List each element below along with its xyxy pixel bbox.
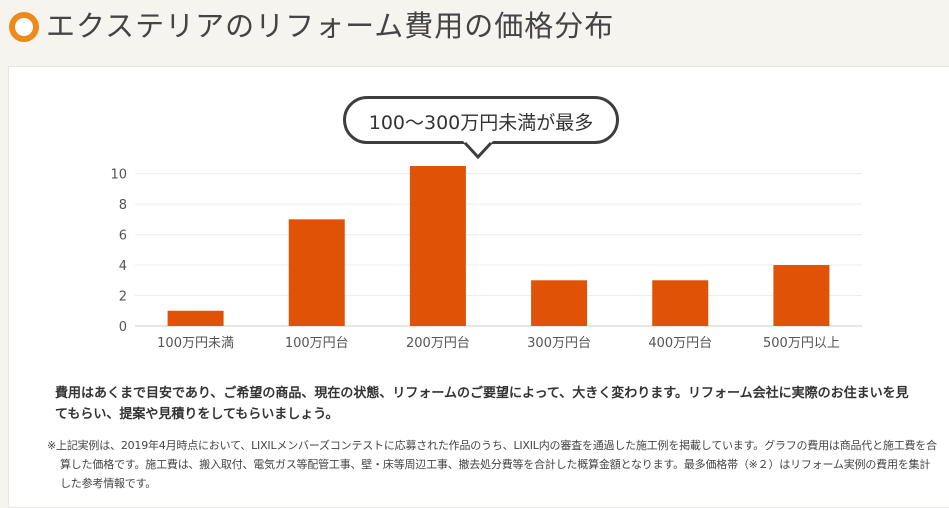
bar bbox=[288, 219, 345, 326]
page-header: エクステリアのリフォーム費用の価格分布 bbox=[0, 0, 949, 60]
callout-tail bbox=[463, 141, 493, 159]
y-tick-label: 10 bbox=[110, 168, 127, 183]
y-tick-label: 8 bbox=[119, 198, 127, 213]
bar bbox=[652, 280, 709, 326]
page-title: エクステリアのリフォーム費用の価格分布 bbox=[46, 9, 615, 43]
notes-main: 費用はあくまで目安であり、ご希望の商品、現在の状態、リフォームのご要望によって、… bbox=[55, 386, 909, 422]
ring-bullet-icon bbox=[9, 12, 39, 42]
x-tick-label: 100万円未満 bbox=[157, 336, 234, 351]
x-tick-label: 500万円以上 bbox=[763, 336, 840, 351]
y-tick-label: 0 bbox=[119, 320, 127, 335]
bar bbox=[773, 265, 830, 326]
y-tick-label: 2 bbox=[119, 290, 127, 305]
x-tick-label: 300万円台 bbox=[527, 336, 591, 351]
notes-sub: ※上記実例は、2019年4月時点において、LIXILメンバーズコンテストに応募さ… bbox=[47, 439, 937, 490]
x-tick-label: 100万円台 bbox=[285, 336, 349, 351]
callout-text: 100～300万円未満が最多 bbox=[368, 112, 594, 134]
bar bbox=[531, 280, 588, 326]
bar bbox=[409, 166, 466, 326]
bar bbox=[167, 310, 224, 326]
bar-chart: 0 2 4 6 8 10 100万円未満 100万円台 200万円台 300万円台 400万円台 50… bbox=[110, 166, 862, 351]
y-tick-label: 4 bbox=[119, 259, 127, 274]
callout-bubble: 100～300万円未満が最多 bbox=[343, 96, 619, 144]
y-tick-label: 6 bbox=[119, 229, 127, 244]
x-tick-label: 200万円台 bbox=[406, 336, 470, 351]
x-tick-label: 400万円台 bbox=[648, 336, 712, 351]
